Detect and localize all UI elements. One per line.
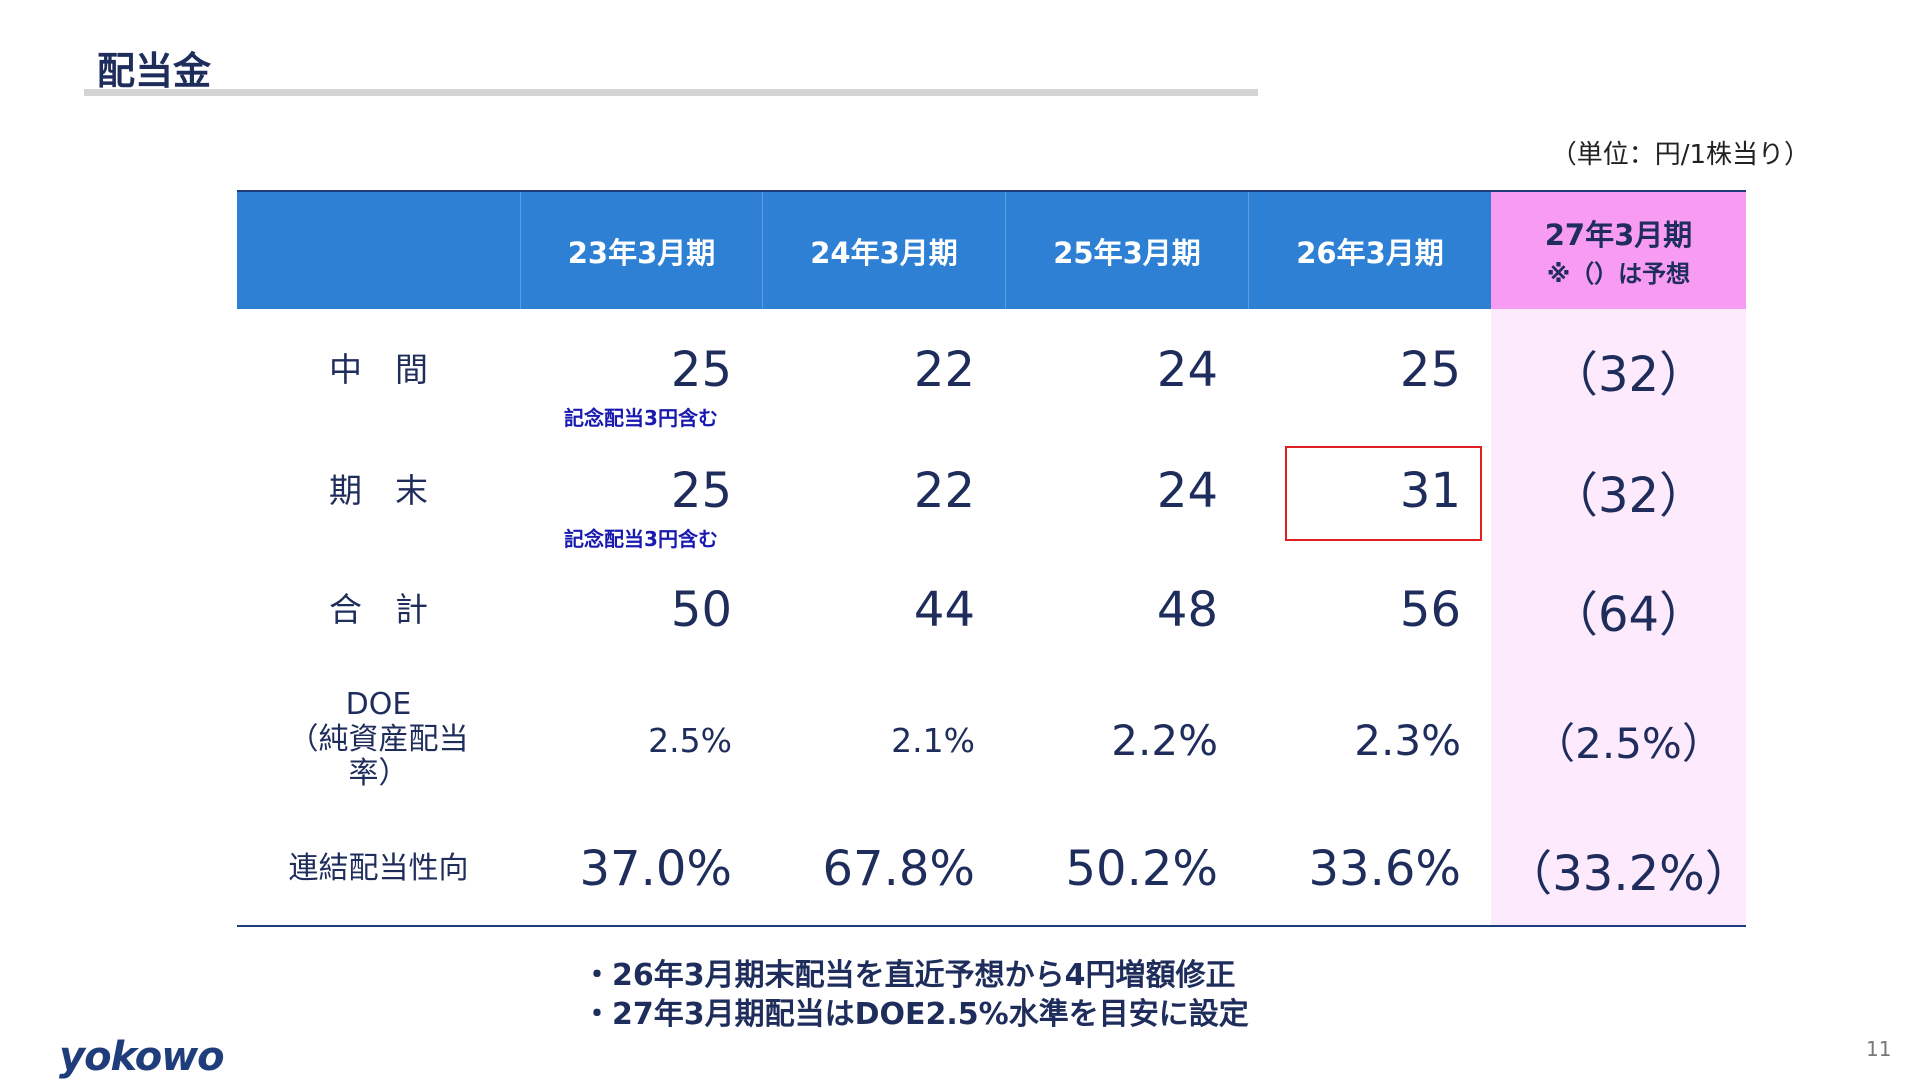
footnote: ・26年3月期末配当を直近予想から4円増額修正 [582, 958, 1236, 993]
table-cell: （2.5%） [1533, 718, 1724, 768]
row-label: DOE （純資産配当率） [237, 680, 520, 800]
table-bottom-rule [237, 925, 1746, 927]
column-header-text: 27年3月期 [1544, 218, 1693, 252]
logo: yokowo [59, 1034, 225, 1080]
table-row: 中 間 25 22 24 25 （32） 記念配当3円含む [237, 310, 1746, 430]
page-number: 11 [1866, 1037, 1892, 1061]
table-cell: 33.6% [1308, 841, 1461, 897]
table-row: 連結配当性向 37.0% 67.8% 50.2% 33.6% （33.2%） [237, 809, 1753, 929]
column-header-text: 23年3月期 [567, 235, 716, 270]
table-cell: 2.5% [648, 720, 732, 760]
table-cell: 50 [670, 582, 732, 638]
column-header: 25年3月期 [1005, 192, 1248, 309]
cell-note: 記念配当3円含む [564, 527, 718, 551]
table-cell: 37.0% [579, 841, 732, 897]
table-row: 合 計 50 44 48 56 （64） [237, 550, 1746, 670]
row-label: 合 計 [237, 550, 520, 670]
table-cell: （32） [1549, 468, 1708, 524]
row-label-line: 合 計 [329, 590, 428, 630]
cell-note: 記念配当3円含む [564, 406, 718, 430]
table-cell: 22 [913, 342, 975, 398]
column-header-text: 25年3月期 [1053, 235, 1201, 270]
table-row: DOE （純資産配当率） 2.5% 2.1% 2.2% 2.3% （2.5%） [237, 680, 1746, 800]
row-label-line: 連結配当性向 [288, 850, 469, 886]
table-cell: （33.2%） [1504, 846, 1753, 902]
table-cell: 2.1% [891, 720, 975, 760]
title-underline [84, 89, 1258, 96]
column-header-text: 26年3月期 [1296, 235, 1444, 270]
column-header-text: 24年3月期 [810, 235, 958, 270]
table-header: 23年3月期 24年3月期 25年3月期 26年3月期 27年3月期 ※（）は予想 [237, 190, 1746, 309]
slide-title: 配当金 [97, 49, 212, 93]
row-label: 連結配当性向 [237, 809, 520, 929]
table-cell: 2.3% [1354, 715, 1461, 765]
table-cell: 25 [670, 342, 732, 398]
table-cell: 25 [1399, 342, 1461, 398]
row-label: 期 末 [237, 431, 520, 551]
row-label-line: 期 末 [329, 471, 428, 511]
table-row: 期 末 25 22 24 31 （32） 記念配当3円含む [237, 431, 1746, 551]
table-cell: 25 [670, 463, 732, 519]
highlight-box [1285, 446, 1482, 541]
table-cell: 24 [1156, 463, 1218, 519]
table-cell: 67.8% [822, 841, 975, 897]
table-cell: 31 [1399, 463, 1461, 519]
table-cell: （32） [1549, 347, 1708, 403]
column-header: 23年3月期 [520, 192, 762, 309]
table-cell: 56 [1399, 582, 1461, 638]
forecast-column-bg [1491, 190, 1746, 926]
table-cell: 48 [1156, 582, 1218, 638]
row-label-line: DOE [345, 687, 412, 723]
column-header: 24年3月期 [762, 192, 1005, 309]
row-label-line: 中 間 [329, 350, 428, 390]
column-header: 27年3月期 ※（）は予想 [1491, 192, 1746, 309]
table-cell: 2.2% [1111, 715, 1218, 765]
table-cell: 24 [1156, 342, 1218, 398]
table-cell: 44 [913, 582, 975, 638]
table-cell: （64） [1549, 587, 1708, 643]
column-header: 26年3月期 [1248, 192, 1491, 309]
footnote: ・27年3月期配当はDOE2.5%水準を目安に設定 [582, 997, 1249, 1032]
table-cell: 50.2% [1065, 841, 1218, 897]
table-cell: 22 [913, 463, 975, 519]
forecast-note: ※（）は予想 [1546, 260, 1691, 288]
unit-note: （単位：円/1株当り） [1550, 140, 1810, 170]
row-label-line: （純資産配当率） [288, 721, 469, 792]
row-label: 中 間 [237, 310, 520, 430]
